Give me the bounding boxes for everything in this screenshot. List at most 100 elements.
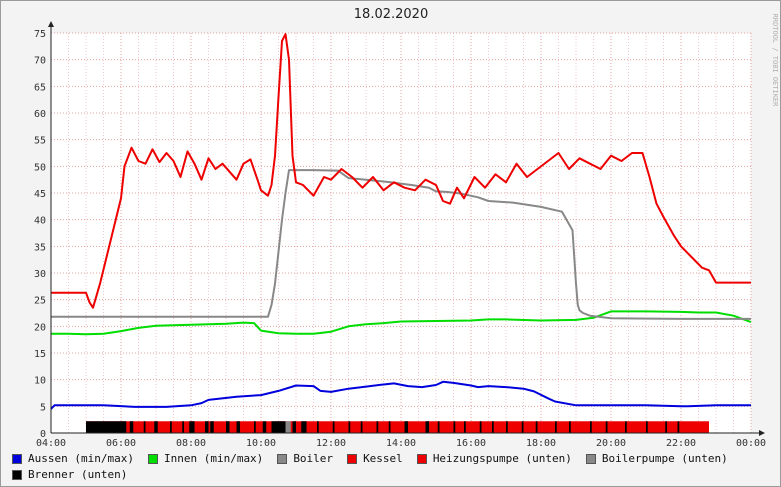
grid [50, 32, 752, 434]
x-tick-label: 06:00 [106, 438, 136, 449]
on-off-segment [170, 421, 172, 433]
x-tick-label: 08:00 [176, 438, 206, 449]
on-off-segment [285, 421, 291, 433]
y-tick-label: 65 [34, 82, 46, 93]
legend-label: Kessel [363, 452, 403, 465]
legend-row: Aussen (min/max) Innen (min/max) Boiler Kes… [12, 451, 777, 467]
x-tick-label: 18:00 [526, 438, 556, 449]
on-off-segment [492, 421, 494, 433]
watermark-text: RRDTOOL / TOBI OETIKER [771, 14, 779, 108]
legend-item: Aussen (min/max) [12, 451, 134, 467]
on-off-segment [388, 421, 391, 433]
on-off-segment [646, 421, 648, 433]
on-off-segment [590, 421, 592, 433]
y-tick-label: 30 [34, 269, 46, 280]
legend-swatch [347, 454, 358, 464]
legend-label: Brenner (unten) [28, 468, 128, 481]
on-off-segment [292, 421, 296, 433]
y-tick-label: 70 [34, 56, 46, 67]
on-off-segment [154, 421, 158, 433]
x-tick-label: 12:00 [316, 438, 346, 449]
y-tick-label: 75 [34, 29, 46, 40]
y-tick-label: 35 [34, 242, 46, 253]
y-axis-arrow [48, 21, 54, 27]
series-line [50, 380, 751, 410]
legend-item: Heizungspumpe (unten) [416, 451, 572, 467]
legend-label: Boiler [293, 452, 334, 465]
on-off-segment [479, 421, 482, 433]
legend-item: Boiler [277, 451, 333, 467]
legend-swatch [12, 454, 22, 464]
on-off-segment [555, 421, 557, 433]
on-off-segment [464, 421, 466, 433]
on-off-segment [376, 421, 379, 433]
legend-row: Brenner (unten) [12, 467, 777, 483]
legend-item: Brenner (unten) [12, 467, 127, 483]
on-off-segment [625, 421, 627, 433]
on-off-segment [453, 421, 456, 433]
legend-swatch [12, 470, 22, 480]
y-tick-label: 45 [34, 189, 46, 200]
on-off-bars [86, 421, 709, 433]
series-lines [50, 33, 752, 410]
x-tick-label: 00:00 [736, 438, 766, 449]
on-off-segment [189, 421, 195, 433]
tick-labels: 04:00 06:00 08:00 10:00 12:00 14:00 16:00 18:00… [34, 29, 766, 449]
y-tick-label: 10 [34, 376, 46, 387]
legend-label: Boilerpumpe (unten) [601, 452, 728, 465]
on-off-segment [205, 421, 209, 433]
on-off-segment [437, 421, 440, 433]
on-off-segment [210, 421, 214, 433]
legend-label: Innen (min/max) [163, 452, 264, 465]
x-axis-arrow [759, 430, 765, 436]
on-off-segment [262, 421, 267, 433]
x-tick-label: 20:00 [596, 438, 626, 449]
on-off-segment [182, 421, 184, 433]
legend-item: Kessel [347, 451, 403, 467]
legend-item: Innen (min/max) [147, 451, 264, 467]
on-off-segment [226, 421, 230, 433]
on-off-segment [569, 421, 571, 433]
on-off-segment [535, 421, 538, 433]
legend-swatch [147, 454, 158, 464]
legend-swatch [416, 454, 427, 464]
on-off-segment [86, 421, 127, 433]
on-off-segment [605, 421, 608, 433]
y-tick-label: 40 [34, 216, 46, 227]
on-off-segment [521, 421, 524, 433]
on-off-segment [317, 421, 319, 433]
on-off-segment [506, 421, 508, 433]
on-off-segment [332, 421, 335, 433]
y-tick-label: 55 [34, 136, 46, 147]
on-off-segment [86, 421, 709, 433]
x-tick-label: 10:00 [246, 438, 276, 449]
on-off-segment [129, 421, 134, 433]
legend-swatch [277, 454, 288, 464]
legend-swatch [585, 454, 596, 464]
y-tick-label: 0 [40, 429, 46, 440]
on-off-segment [271, 421, 286, 433]
y-tick-label: 20 [34, 322, 46, 333]
on-off-segment [236, 421, 240, 433]
on-off-segment [404, 421, 408, 433]
y-tick-label: 5 [40, 402, 46, 413]
y-tick-label: 60 [34, 109, 46, 120]
x-tick-label: 04:00 [36, 438, 66, 449]
legend: Aussen (min/max) Innen (min/max) Boiler Kes… [12, 451, 777, 483]
x-tick-label: 16:00 [456, 438, 486, 449]
y-tick-label: 15 [34, 349, 46, 360]
series-line [51, 33, 751, 309]
legend-label: Aussen (min/max) [28, 452, 134, 465]
legend-label: Heizungspumpe (unten) [432, 452, 572, 465]
y-tick-label: 50 [34, 162, 46, 173]
on-off-segment [677, 421, 680, 433]
series-line [51, 310, 752, 336]
series-line [51, 169, 751, 320]
on-off-segment [348, 421, 351, 433]
on-off-segment [425, 421, 429, 433]
chart-title: 18.02.2020 [354, 7, 428, 22]
on-off-segment [254, 421, 256, 433]
x-tick-label: 14:00 [386, 438, 416, 449]
axes [48, 21, 765, 436]
